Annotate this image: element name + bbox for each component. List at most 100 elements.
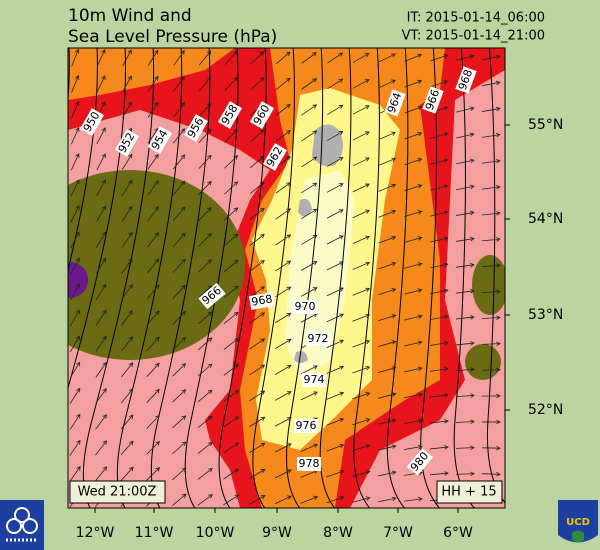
arrow-shaft — [197, 389, 213, 403]
arrow-shaft — [172, 259, 186, 273]
arrow-head — [312, 208, 318, 213]
arrow-shaft — [172, 232, 186, 248]
wind-arrow — [378, 418, 397, 425]
arrow-head — [259, 77, 265, 82]
wind-arrow — [404, 418, 423, 425]
arrow-shaft — [121, 232, 133, 248]
wind-arrow — [430, 54, 449, 62]
wind-arrow — [481, 445, 501, 451]
arrow-head — [259, 129, 265, 134]
wind-arrow — [172, 415, 187, 429]
wind-arrow — [430, 210, 449, 217]
arrow-head — [128, 205, 133, 211]
wind-arrow — [430, 340, 449, 346]
wind-arrow — [198, 259, 213, 273]
arrow-shaft — [352, 366, 370, 374]
wind-arrow — [430, 445, 449, 450]
wind-arrow — [199, 50, 212, 66]
arrow-head — [469, 54, 475, 59]
arrow-head — [496, 315, 501, 320]
wind-arrow — [456, 262, 475, 268]
arrow-shaft — [146, 363, 160, 377]
arrow-head — [444, 445, 449, 450]
isobar-label-box — [217, 101, 243, 129]
wind-arrow — [249, 364, 266, 376]
arrow-head — [470, 289, 475, 294]
arrow-shaft — [70, 231, 80, 249]
arrow-head — [417, 262, 423, 267]
arrow-head — [391, 418, 397, 423]
wind-arrow — [404, 79, 423, 88]
wind-arrow — [147, 232, 160, 248]
isobar-label-box — [248, 292, 276, 310]
arrow-head — [443, 106, 449, 111]
wind-arrow — [198, 76, 212, 92]
isobar — [218, 48, 267, 508]
arrow-shaft — [301, 52, 317, 64]
wind-arrow — [301, 52, 317, 64]
arrow-head — [417, 236, 423, 241]
wind-arrow — [70, 283, 80, 301]
wind-arrow — [197, 363, 213, 377]
arrow-shaft — [404, 289, 422, 295]
arrow-head — [365, 287, 371, 292]
wind-arrow — [456, 158, 475, 165]
wind-arrow — [96, 205, 106, 222]
arrow-head — [154, 49, 159, 55]
arrow-head — [496, 393, 501, 399]
arrow-shaft — [147, 76, 159, 92]
arrow-head — [286, 312, 292, 317]
arrow-shaft — [275, 286, 291, 298]
arrow-head — [127, 75, 132, 81]
arrow-shaft — [147, 180, 159, 196]
arrow-head — [312, 78, 317, 83]
init-time: IT: 2015-01-14_06:00 — [407, 11, 545, 26]
wind-arrow — [96, 153, 106, 171]
wind-arrow — [120, 388, 134, 404]
wind-arrow — [275, 338, 292, 349]
lon-label: 11°W — [135, 525, 174, 541]
arrow-shaft — [430, 159, 448, 165]
wind-arrow — [147, 153, 159, 170]
wind-arrow — [482, 185, 501, 190]
arrow-head — [128, 257, 133, 263]
wind-arrow — [172, 363, 187, 377]
arrow-head — [180, 102, 185, 107]
arrow-shaft — [147, 258, 159, 274]
wind-arrow — [326, 209, 344, 219]
arrow-shaft — [147, 206, 159, 222]
wind-arrow — [352, 209, 370, 219]
arrow-shaft — [378, 445, 396, 451]
arrow-head — [391, 340, 397, 345]
arrow-head — [338, 183, 344, 188]
wind-arrow — [171, 493, 187, 507]
arrow-head — [181, 363, 187, 368]
arrow-head — [155, 388, 160, 394]
arrow-shaft — [250, 51, 264, 65]
arrow-head — [443, 314, 449, 320]
arrow-head — [234, 390, 239, 395]
wind-arrow — [274, 417, 292, 427]
wind-arrow — [482, 106, 501, 112]
wind-arrow — [481, 289, 501, 294]
wind-arrow — [172, 284, 186, 299]
wind-arrow — [249, 338, 266, 350]
arrow-shaft — [482, 134, 500, 138]
isobar-label-box — [294, 419, 318, 433]
arrow-head — [313, 391, 318, 396]
wind-arrow — [378, 340, 397, 347]
arrow-shaft — [482, 81, 500, 87]
arrow-shaft — [301, 78, 317, 90]
arrow-shaft — [70, 336, 80, 352]
arrow-shaft — [198, 311, 212, 325]
arrow-head — [339, 261, 344, 266]
arrow-head — [339, 339, 345, 344]
arrow-shaft — [275, 104, 291, 116]
wind-arrow — [147, 49, 159, 66]
arrow-head — [207, 154, 212, 160]
orange-region — [68, 48, 235, 100]
wind-arrow — [70, 231, 80, 249]
wind-arrow — [456, 54, 475, 61]
isobar-label-text: 972 — [308, 332, 329, 345]
arrow-head — [127, 127, 133, 133]
